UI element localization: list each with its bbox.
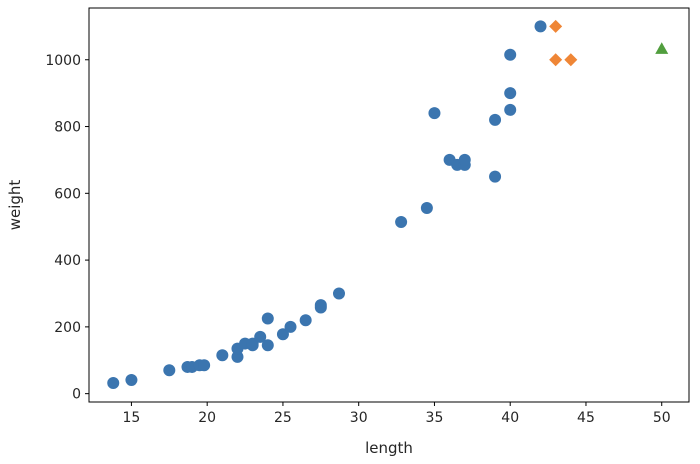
data-point-circle — [504, 48, 517, 61]
data-point-circle — [261, 312, 274, 325]
data-point-circle — [504, 103, 517, 116]
data-point-triangle — [655, 42, 669, 54]
data-point-circle — [395, 216, 408, 229]
data-point-circle — [163, 364, 176, 377]
x-axis-label: length — [365, 439, 413, 457]
y-tick-label: 0 — [72, 387, 81, 403]
data-point-circle — [254, 330, 267, 343]
x-tick-label: 30 — [350, 410, 368, 426]
y-tick-label: 800 — [54, 120, 81, 136]
data-point-circle — [299, 314, 312, 327]
data-point-circle — [261, 339, 274, 352]
x-tick-label: 40 — [501, 410, 519, 426]
plot-frame — [88, 7, 690, 403]
x-tick-label: 25 — [274, 410, 292, 426]
data-point-circle — [107, 376, 120, 389]
data-point-circle — [489, 113, 502, 126]
data-point-circle — [314, 299, 327, 312]
data-point-circle — [284, 320, 297, 333]
data-point-diamond — [549, 53, 563, 67]
data-point-circle — [231, 350, 244, 363]
y-tick-label: 200 — [54, 320, 81, 336]
data-point-circle — [420, 202, 433, 215]
data-point-diamond — [549, 19, 563, 33]
x-tick-label: 20 — [198, 410, 216, 426]
data-point-circle — [534, 20, 547, 33]
data-point-circle — [504, 87, 517, 100]
y-axis-label: weight — [6, 180, 24, 231]
data-point-circle — [428, 107, 441, 120]
x-tick-label: 45 — [577, 410, 595, 426]
x-tick-label: 35 — [426, 410, 444, 426]
data-point-circle — [198, 359, 211, 372]
data-point-circle — [333, 287, 345, 300]
data-point-diamond — [564, 53, 578, 67]
x-tick-label: 50 — [653, 410, 671, 426]
x-tick-label: 15 — [123, 410, 141, 426]
y-tick-label: 1000 — [45, 53, 81, 69]
data-point-circle — [489, 170, 502, 183]
axis-ticks: 15 20 25 30 35 40 45 50 0 200 400 600 800 1000 — [45, 53, 670, 426]
data-points — [107, 19, 669, 389]
data-point-circle — [458, 153, 471, 166]
y-tick-label: 600 — [54, 186, 81, 202]
y-tick-label: 400 — [54, 253, 81, 269]
data-point-circle — [125, 373, 138, 386]
data-point-circle — [216, 349, 229, 362]
data-point-circle — [276, 328, 289, 341]
